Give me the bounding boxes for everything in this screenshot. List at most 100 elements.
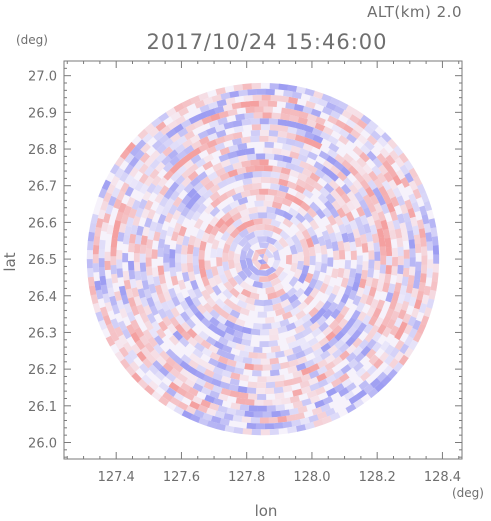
radar-cell <box>369 224 378 235</box>
radar-cell <box>280 397 291 405</box>
radar-cell <box>324 368 335 379</box>
radar-cell <box>356 255 363 265</box>
radar-cell <box>212 366 224 376</box>
radar-cell <box>394 302 403 313</box>
radar-cell <box>245 257 254 269</box>
radar-cell <box>221 204 233 215</box>
radar-cell <box>134 149 145 161</box>
radar-cell <box>277 130 288 138</box>
radar-cell <box>225 364 236 373</box>
radar-cell <box>407 275 415 285</box>
radar-cell <box>246 422 257 430</box>
radar-cell <box>380 219 389 231</box>
radar-cell <box>122 234 130 245</box>
radar-cell <box>333 383 345 393</box>
radar-cell <box>193 409 205 419</box>
radar-cell <box>98 187 108 199</box>
radar-cell <box>363 323 374 335</box>
radar-cell <box>148 283 157 294</box>
radar-cell <box>360 269 369 280</box>
radar-cell <box>403 258 410 269</box>
radar-cell <box>189 134 201 144</box>
radar-cell <box>190 147 202 157</box>
radar-cell <box>290 299 302 310</box>
radar-cell <box>302 105 313 115</box>
radar-cell <box>286 353 297 362</box>
radar-cell <box>224 319 235 330</box>
radar-cell <box>366 338 377 350</box>
radar-field <box>86 82 440 436</box>
radar-cell <box>219 418 230 426</box>
radar-cell <box>306 113 318 122</box>
radar-cell <box>225 97 236 105</box>
radar-cell <box>135 207 144 218</box>
radar-cell <box>204 260 212 271</box>
radar-cell <box>194 370 206 380</box>
radar-cell <box>367 179 378 191</box>
radar-cell <box>250 417 260 424</box>
y-tick-label: 26.4 <box>28 290 57 305</box>
radar-cell <box>215 328 227 338</box>
radar-cell <box>335 119 346 129</box>
radar-cell <box>183 159 195 170</box>
radar-cell <box>229 390 240 398</box>
radar-cell <box>146 274 155 285</box>
radar-cell <box>227 250 235 260</box>
radar-cell <box>207 132 218 142</box>
radar-cell <box>389 229 397 240</box>
radar-cell <box>230 303 242 313</box>
radar-cell <box>172 377 184 388</box>
radar-cell <box>169 258 176 268</box>
radar-cell <box>303 256 310 266</box>
radar-cell <box>216 314 228 325</box>
radar-cell <box>241 332 252 341</box>
radar-cell <box>148 126 160 138</box>
radar-cell <box>177 401 189 411</box>
radar-cell <box>142 190 152 202</box>
radar-cell <box>137 128 149 140</box>
radar-cell <box>240 189 251 198</box>
radar-cell <box>252 171 262 178</box>
radar-cell <box>243 345 254 353</box>
radar-cell <box>408 327 418 339</box>
radar-cell <box>154 370 166 381</box>
y-tick-label: 26.0 <box>28 436 57 451</box>
radar-cell <box>123 163 134 175</box>
radar-cell <box>110 175 120 187</box>
radar-cell <box>98 248 105 259</box>
radar-cell <box>203 302 214 314</box>
radar-cell <box>287 426 298 434</box>
radar-cell <box>391 265 398 276</box>
radar-cell <box>353 398 364 409</box>
radar-cell <box>322 106 333 116</box>
radar-cell <box>100 200 109 211</box>
radar-cell <box>200 317 212 328</box>
radar-cell <box>423 200 433 212</box>
radar-cell <box>309 172 321 183</box>
radar-cell <box>235 113 246 121</box>
radar-cell <box>214 298 226 309</box>
radar-cell <box>335 196 346 207</box>
radar-cell <box>232 323 244 333</box>
radar-cell <box>203 180 215 191</box>
radar-cell <box>312 270 321 281</box>
radar-cell <box>170 132 181 143</box>
radar-cell <box>302 319 314 330</box>
radar-cell <box>129 145 141 157</box>
radar-cell <box>232 414 243 423</box>
radar-cell <box>232 119 243 128</box>
radar-cell <box>407 207 416 219</box>
radar-cell <box>184 295 194 307</box>
radar-cell <box>144 199 154 211</box>
radar-cell <box>384 273 392 284</box>
radar-cell <box>200 339 212 350</box>
radar-cell <box>216 256 223 267</box>
radar-cell <box>289 169 300 178</box>
radar-cell <box>229 90 240 98</box>
radar-cell <box>227 168 239 178</box>
radar-cell <box>214 410 225 419</box>
radar-cell <box>165 387 177 397</box>
radar-cell <box>198 330 210 341</box>
radar-cell <box>292 388 303 397</box>
